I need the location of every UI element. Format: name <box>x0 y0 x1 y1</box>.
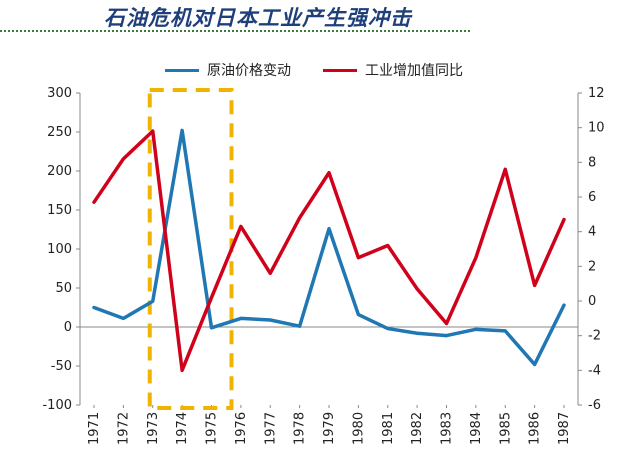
y-left-tick-label: 250 <box>47 125 72 140</box>
y-left-tick-label: 200 <box>47 164 72 179</box>
y-right-tick-label: -4 <box>588 363 601 378</box>
y-right-tick-label: 0 <box>588 294 596 309</box>
chart-title: 石油危机对日本工业产生强冲击 <box>104 5 412 30</box>
y-right-tick-label: 6 <box>588 190 596 205</box>
series-line-oil <box>92 128 566 367</box>
series-line-industry <box>92 129 566 373</box>
x-tick-label: 1978 <box>293 412 308 445</box>
legend-item-oil: 原油价格变动 <box>165 60 291 80</box>
y-right-tick-label: 12 <box>588 86 605 101</box>
y-left-tick-label: -100 <box>42 398 72 413</box>
y-right-tick-label: 10 <box>588 121 605 136</box>
y-left-tick-label: 300 <box>47 86 72 101</box>
y-right-tick-label: -6 <box>588 398 601 413</box>
x-tick-label: 1987 <box>557 412 572 445</box>
x-tick-label: 1981 <box>381 412 396 445</box>
y-left-tick-label: 50 <box>55 281 72 296</box>
x-tick-label: 1984 <box>469 412 484 445</box>
x-tick-label: 1972 <box>116 412 131 445</box>
x-tick-label: 1975 <box>205 412 220 445</box>
x-tick-label: 1985 <box>498 412 513 445</box>
y-right-tick-label: 8 <box>588 155 596 170</box>
y-left-tick-label: 100 <box>47 242 72 257</box>
legend-item-industry: 工业增加值同比 <box>323 60 463 80</box>
legend-label-industry: 工业增加值同比 <box>365 63 463 79</box>
x-tick-label: 1980 <box>351 412 366 445</box>
x-tick-label: 1976 <box>234 412 249 445</box>
y-right-tick-label: -2 <box>588 329 601 344</box>
legend-swatch-industry <box>323 68 357 72</box>
x-tick-label: 1971 <box>87 412 102 445</box>
y-right-tick-label: 4 <box>588 225 596 240</box>
x-tick-label: 1977 <box>263 412 278 445</box>
x-tick-label: 1986 <box>528 412 543 445</box>
x-tick-label: 1973 <box>146 412 161 445</box>
title-underline <box>0 30 470 32</box>
legend-label-oil: 原油价格变动 <box>207 63 291 79</box>
y-right-tick-label: 2 <box>588 259 596 274</box>
legend: 原油价格变动 工业增加值同比 <box>165 60 463 80</box>
x-tick-label: 1974 <box>175 412 190 445</box>
y-left-tick-label: 0 <box>64 320 72 335</box>
y-left-tick-label: -50 <box>51 359 72 374</box>
legend-swatch-oil <box>165 68 199 72</box>
y-left-tick-label: 150 <box>47 203 72 218</box>
x-tick-label: 1982 <box>410 412 425 445</box>
x-tick-label: 1979 <box>322 412 337 445</box>
x-tick-label: 1983 <box>440 412 455 445</box>
